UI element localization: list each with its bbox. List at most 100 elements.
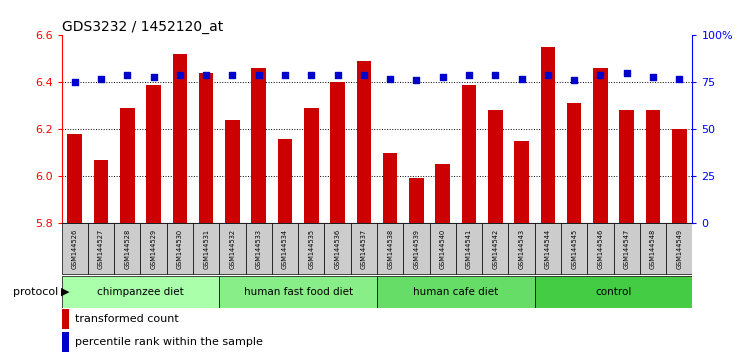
Bar: [377, 223, 403, 274]
Bar: [94, 160, 108, 223]
Bar: [146, 85, 161, 223]
Point: [174, 72, 186, 78]
Text: GSM144535: GSM144535: [309, 228, 314, 269]
Text: transformed count: transformed count: [75, 314, 179, 325]
Bar: [304, 108, 318, 223]
Point: [490, 72, 502, 78]
Bar: [614, 223, 640, 274]
Bar: [666, 223, 692, 274]
Text: GSM144526: GSM144526: [72, 228, 77, 269]
Text: GSM144529: GSM144529: [151, 228, 156, 269]
Text: GSM144540: GSM144540: [440, 228, 445, 269]
Bar: [567, 103, 581, 223]
Bar: [330, 82, 345, 223]
Text: human cafe diet: human cafe diet: [413, 287, 499, 297]
Text: GSM144549: GSM144549: [677, 228, 682, 269]
Point: [674, 76, 686, 81]
Point: [542, 72, 554, 78]
Bar: [672, 129, 686, 223]
Point: [385, 76, 397, 81]
Bar: [219, 276, 377, 308]
Bar: [593, 68, 608, 223]
Point: [227, 72, 239, 78]
Text: percentile rank within the sample: percentile rank within the sample: [75, 337, 264, 348]
Point: [621, 70, 633, 76]
Bar: [535, 223, 561, 274]
Bar: [324, 223, 351, 274]
Point: [69, 79, 81, 85]
Point: [410, 78, 422, 83]
Bar: [514, 141, 529, 223]
Point: [253, 72, 265, 78]
Bar: [646, 110, 660, 223]
Bar: [535, 276, 692, 308]
Bar: [377, 276, 535, 308]
Text: GSM144538: GSM144538: [388, 228, 393, 269]
Bar: [140, 223, 167, 274]
Bar: [409, 178, 424, 223]
Text: GSM144527: GSM144527: [98, 228, 104, 269]
Bar: [88, 223, 114, 274]
Text: GSM144543: GSM144543: [519, 228, 524, 269]
Bar: [278, 138, 292, 223]
Bar: [68, 134, 82, 223]
Text: GSM144548: GSM144548: [650, 228, 656, 269]
Text: GSM144544: GSM144544: [545, 228, 550, 269]
Point: [516, 76, 528, 81]
Bar: [436, 164, 450, 223]
Text: GSM144534: GSM144534: [282, 228, 288, 269]
Bar: [62, 332, 69, 352]
Text: GSM144531: GSM144531: [204, 229, 209, 268]
Text: GSM144532: GSM144532: [230, 228, 235, 269]
Bar: [482, 223, 508, 274]
Bar: [62, 223, 88, 274]
Text: GSM144537: GSM144537: [361, 228, 366, 269]
Text: GSM144546: GSM144546: [598, 228, 603, 269]
Point: [647, 74, 659, 80]
Bar: [488, 110, 502, 223]
Bar: [114, 223, 140, 274]
Bar: [252, 68, 266, 223]
Point: [200, 72, 213, 78]
Bar: [456, 223, 482, 274]
Point: [437, 74, 449, 80]
Point: [358, 72, 370, 78]
Text: ▶: ▶: [61, 287, 69, 297]
Bar: [272, 223, 298, 274]
Bar: [383, 153, 397, 223]
Point: [147, 74, 160, 80]
Bar: [120, 108, 134, 223]
Bar: [225, 120, 240, 223]
Bar: [620, 110, 634, 223]
Text: control: control: [596, 287, 632, 297]
Point: [279, 72, 291, 78]
Bar: [351, 223, 377, 274]
Bar: [246, 223, 272, 274]
Text: protocol: protocol: [13, 287, 58, 297]
Text: chimpanzee diet: chimpanzee diet: [97, 287, 184, 297]
Text: GSM144528: GSM144528: [125, 228, 130, 269]
Text: GSM144545: GSM144545: [572, 228, 577, 269]
Text: GSM144530: GSM144530: [177, 228, 182, 269]
Bar: [219, 223, 246, 274]
Text: GSM144539: GSM144539: [414, 229, 419, 268]
Bar: [561, 223, 587, 274]
Bar: [357, 61, 371, 223]
Bar: [62, 276, 219, 308]
Text: GSM144536: GSM144536: [335, 228, 340, 269]
Text: GDS3232 / 1452120_at: GDS3232 / 1452120_at: [62, 19, 223, 34]
Bar: [298, 223, 324, 274]
Bar: [193, 223, 219, 274]
Text: human fast food diet: human fast food diet: [243, 287, 353, 297]
Bar: [541, 47, 555, 223]
Point: [95, 76, 107, 81]
Text: GSM144547: GSM144547: [624, 228, 629, 269]
Bar: [62, 309, 69, 329]
Bar: [167, 223, 193, 274]
Point: [305, 72, 317, 78]
Text: GSM144541: GSM144541: [466, 228, 472, 269]
Bar: [173, 54, 187, 223]
Bar: [587, 223, 614, 274]
Point: [569, 78, 581, 83]
Point: [332, 72, 344, 78]
